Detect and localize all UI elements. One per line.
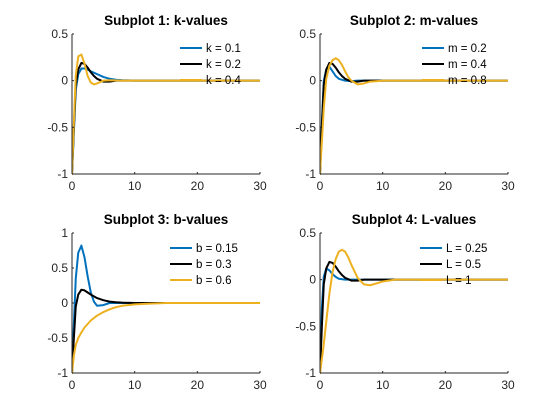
series-line-3 — [320, 248, 508, 374]
x-tick-label: 20 — [439, 179, 453, 193]
x-tick-label: 20 — [191, 179, 205, 193]
y-tick-label: -0.5 — [295, 120, 316, 134]
y-tick-label: -0.5 — [47, 120, 68, 134]
y-tick-label: 0 — [61, 74, 68, 88]
legend: L = 0.25 L = 0.5 L = 1 — [420, 243, 487, 287]
legend-label: L = 0.5 — [446, 259, 481, 271]
legend-label: m = 0.2 — [448, 43, 487, 55]
series-group — [72, 53, 260, 175]
x-tick-label: 0 — [317, 378, 324, 392]
legend-label: b = 0.15 — [196, 243, 238, 255]
y-tick-label: -1 — [57, 167, 68, 181]
x-tick-label: 30 — [501, 179, 515, 193]
x-tick-label: 10 — [128, 378, 142, 392]
y-tick-label: 0.5 — [51, 27, 68, 41]
y-tick-label: 0 — [309, 74, 316, 88]
y-tick-label: 0 — [61, 296, 68, 310]
series-line-3 — [72, 302, 260, 374]
series-group — [72, 244, 260, 374]
x-tick-label: 0 — [317, 179, 324, 193]
y-tick-label: 0.5 — [299, 27, 316, 41]
subplot-title: Subplot 3: b-values — [104, 212, 229, 227]
x-tick-label: 30 — [501, 378, 515, 392]
subplot-title: Subplot 4: L-values — [352, 212, 477, 227]
legend-label: k = 0.4 — [206, 75, 241, 87]
subplot-title: Subplot 1: k-values — [104, 13, 228, 28]
series-line-3 — [72, 53, 260, 175]
legend-label: L = 1 — [446, 275, 471, 287]
x-tick-label: 10 — [376, 179, 390, 193]
x-tick-label: 20 — [191, 378, 205, 392]
x-tick-label: 30 — [253, 378, 267, 392]
legend-label: k = 0.1 — [206, 43, 241, 55]
x-tick-label: 0 — [69, 179, 76, 193]
legend-label: m = 0.8 — [448, 75, 487, 87]
y-tick-label: -0.5 — [295, 319, 316, 333]
legend-label: b = 0.3 — [196, 259, 232, 271]
subplot-3: Subplot 3: b-values 0 10 20 30 -1 -0.5 0 0.5 1 b =… — [47, 212, 267, 392]
y-tick-label: 0 — [309, 273, 316, 287]
subplot-title: Subplot 2: m-values — [350, 13, 478, 28]
y-tick-label: 0.5 — [51, 261, 68, 275]
y-tick-label: -1 — [305, 366, 316, 380]
series-line-3 — [320, 57, 508, 175]
x-tick-label: 0 — [69, 378, 76, 392]
subplot-4: Subplot 4: L-values 0 10 20 30 -1 -0.5 0 0.5 L = … — [295, 212, 515, 392]
x-tick-label: 20 — [439, 378, 453, 392]
series-line-1 — [320, 267, 508, 374]
legend: k = 0.1 k = 0.2 k = 0.4 — [180, 43, 241, 87]
x-tick-label: 30 — [253, 179, 267, 193]
legend: b = 0.15 b = 0.3 b = 0.6 — [170, 243, 238, 287]
legend-label: L = 0.25 — [446, 243, 487, 255]
x-tick-label: 10 — [128, 179, 142, 193]
y-tick-label: -0.5 — [47, 331, 68, 345]
subplot-2: Subplot 2: m-values 0 10 20 30 -1 -0.5 0 0.5 m = … — [295, 13, 515, 193]
y-tick-label: 1 — [61, 226, 68, 240]
series-line-1 — [72, 244, 260, 374]
series-line-2 — [320, 260, 508, 374]
y-tick-label: -1 — [57, 366, 68, 380]
legend-label: m = 0.4 — [448, 59, 487, 71]
legend-label: k = 0.2 — [206, 59, 241, 71]
legend-label: b = 0.6 — [196, 275, 232, 287]
subplot-1: Subplot 1: k-values 0 10 20 30 -1 -0.5 0 0.5 k = … — [47, 13, 267, 193]
legend: m = 0.2 m = 0.4 m = 0.8 — [422, 43, 487, 87]
y-tick-label: 0.5 — [299, 226, 316, 240]
x-tick-label: 10 — [376, 378, 390, 392]
y-tick-label: -1 — [305, 167, 316, 181]
